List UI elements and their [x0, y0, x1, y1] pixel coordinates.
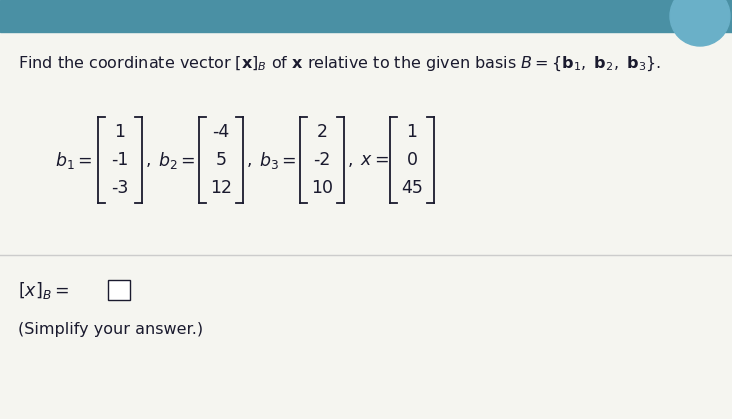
- Text: -1: -1: [111, 151, 129, 169]
- Text: 45: 45: [401, 179, 423, 197]
- Text: $b_1 =$: $b_1 =$: [55, 150, 92, 171]
- Text: 12: 12: [210, 179, 232, 197]
- Text: 0: 0: [406, 151, 417, 169]
- Text: -2: -2: [313, 151, 331, 169]
- Text: -3: -3: [111, 179, 129, 197]
- Text: Find the coordinate vector $[\mathbf{x}]_B$ of $\mathbf{x}$ relative to the give: Find the coordinate vector $[\mathbf{x}]…: [18, 55, 661, 73]
- Text: 1: 1: [114, 123, 125, 141]
- Bar: [108, 280, 130, 300]
- Text: ,: ,: [348, 151, 354, 169]
- Text: 10: 10: [311, 179, 333, 197]
- Text: 5: 5: [215, 151, 226, 169]
- Text: 1: 1: [406, 123, 417, 141]
- Text: $[x]_B =$: $[x]_B =$: [18, 279, 69, 300]
- Text: (Simplify your answer.): (Simplify your answer.): [18, 322, 203, 337]
- Text: $b_3 =$: $b_3 =$: [259, 150, 296, 171]
- Bar: [0, 0, 732, 32]
- Text: ,: ,: [146, 151, 152, 169]
- Text: ,: ,: [247, 151, 253, 169]
- Text: $b_2 =$: $b_2 =$: [158, 150, 195, 171]
- Text: $x =$: $x =$: [360, 151, 389, 169]
- Text: -4: -4: [212, 123, 230, 141]
- Circle shape: [670, 0, 730, 46]
- Text: 2: 2: [316, 123, 327, 141]
